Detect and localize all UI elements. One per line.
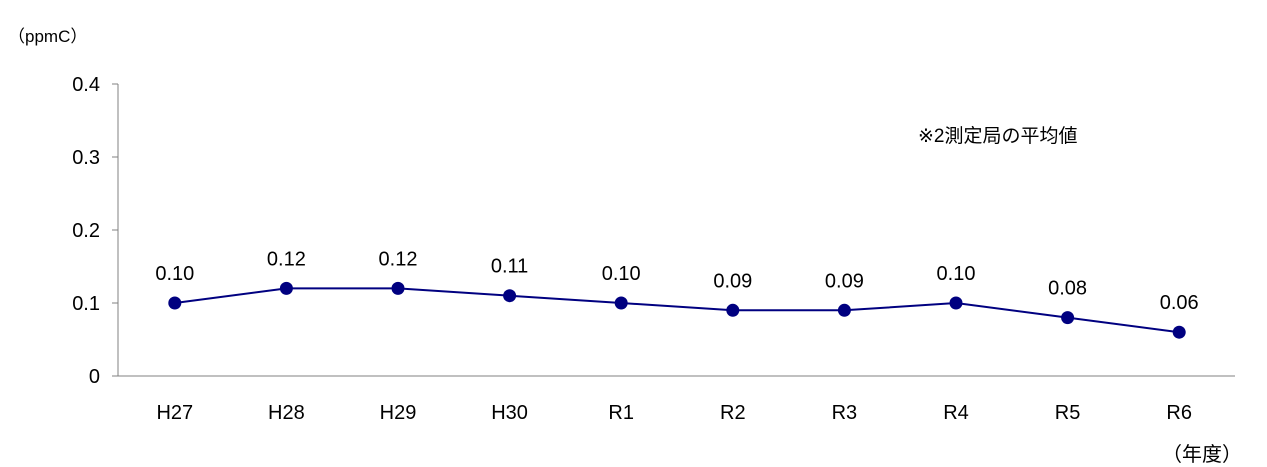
data-label: 0.10 bbox=[937, 263, 976, 285]
data-label: 0.06 bbox=[1160, 292, 1199, 314]
x-tick-label: H29 bbox=[380, 402, 417, 424]
data-label: 0.12 bbox=[379, 248, 418, 270]
data-label: 0.10 bbox=[602, 263, 641, 285]
x-tick-label: R6 bbox=[1166, 402, 1192, 424]
data-point bbox=[1172, 325, 1186, 339]
chart-axes: 0 0.1 0.2 0.3 0.4 H27 H28 H29 H30 R1 R2 R3 R4 R5 R6 bbox=[72, 74, 1235, 424]
x-tick-label: H27 bbox=[156, 402, 193, 424]
data-point bbox=[726, 303, 740, 317]
data-point bbox=[837, 303, 851, 317]
x-axis-unit-label: （年度） bbox=[1162, 444, 1242, 466]
x-tick-label: R3 bbox=[832, 402, 858, 424]
data-label: 0.09 bbox=[825, 270, 864, 292]
data-label: 0.11 bbox=[491, 256, 528, 278]
data-point bbox=[1061, 311, 1075, 325]
x-tick-label: R4 bbox=[943, 402, 969, 424]
data-point bbox=[279, 281, 293, 295]
data-point bbox=[503, 289, 517, 303]
chart-series: 0.10 0.12 0.12 0.11 0.10 0.09 0.09 0.10 0.08 0.06 bbox=[155, 248, 1199, 339]
y-tick-label: 0.2 bbox=[72, 220, 100, 242]
data-label: 0.12 bbox=[267, 248, 306, 270]
data-label: 0.09 bbox=[713, 270, 752, 292]
data-label: 0.08 bbox=[1048, 278, 1087, 300]
y-tick-label: 0.1 bbox=[72, 293, 100, 315]
y-tick-label: 0.4 bbox=[72, 74, 100, 96]
data-point bbox=[391, 281, 405, 295]
y-tick-label: 0.3 bbox=[72, 147, 100, 169]
x-tick-label: R1 bbox=[608, 402, 634, 424]
y-axis-unit-label: （ppmC） bbox=[8, 27, 88, 46]
data-point bbox=[168, 296, 182, 310]
series-line bbox=[174, 287, 1180, 334]
y-tick-label: 0 bbox=[89, 366, 100, 388]
data-label: 0.10 bbox=[155, 263, 194, 285]
x-tick-label: R2 bbox=[720, 402, 746, 424]
x-tick-label: H28 bbox=[268, 402, 305, 424]
chart-annotation: ※2測定局の平均値 bbox=[918, 126, 1078, 147]
data-point bbox=[614, 296, 628, 310]
x-tick-label: H30 bbox=[491, 402, 528, 424]
data-point bbox=[949, 296, 963, 310]
x-tick-label: R5 bbox=[1055, 402, 1081, 424]
